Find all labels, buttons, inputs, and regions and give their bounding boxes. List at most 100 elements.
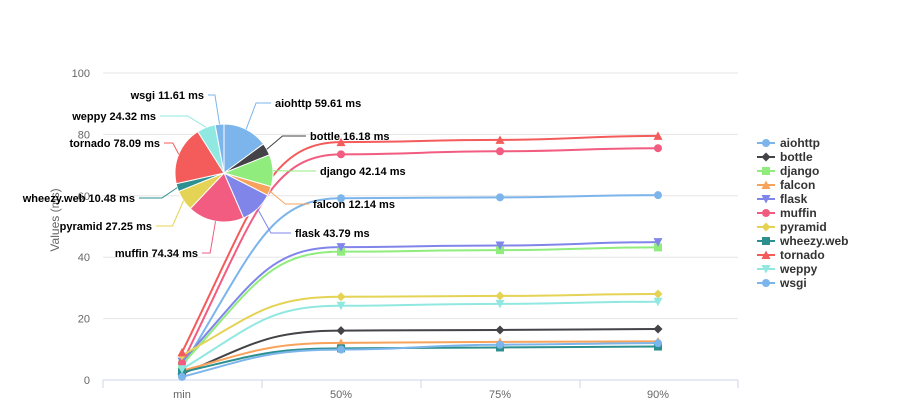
series-line-flask[interactable]	[181, 241, 659, 363]
legend-marker-tornado	[761, 250, 771, 259]
data-point-muffin[interactable]	[496, 147, 504, 156]
pie-connector	[257, 208, 291, 234]
legend-label: tornado	[780, 248, 825, 262]
legend-item-pyramid[interactable]: pyramid	[757, 220, 848, 234]
data-point-tornado[interactable]	[336, 137, 346, 147]
data-point-aiohttp[interactable]	[654, 191, 662, 200]
legend-marker-wsgi	[762, 279, 770, 287]
data-point-wsgi[interactable]	[178, 372, 186, 381]
legend-label: pyramid	[780, 220, 827, 234]
data-point-weppy[interactable]	[177, 365, 187, 374]
series-markers	[177, 131, 663, 381]
legend-item-tornado[interactable]: tornado	[757, 248, 848, 262]
legend-marker-django	[762, 167, 770, 175]
pie-data-label: bottle 16.18 ms	[310, 131, 389, 143]
data-point-django[interactable]	[654, 243, 662, 252]
x-tick-label: 75%	[489, 389, 511, 401]
data-point-flask[interactable]	[336, 243, 346, 252]
series-line-weppy[interactable]	[181, 300, 659, 371]
legend-label: wheezy.web	[780, 234, 849, 248]
legend-label: django	[780, 164, 820, 178]
data-point-muffin[interactable]	[654, 144, 662, 153]
data-point-weppy[interactable]	[336, 301, 346, 311]
data-point-weppy[interactable]	[653, 297, 663, 307]
legend-marker-muffin	[762, 209, 770, 217]
legend-marker-falcon	[761, 180, 771, 189]
pie-slice-wsgi[interactable]	[214, 123, 225, 174]
legend-marker-flask	[761, 195, 771, 204]
data-point-flask[interactable]	[495, 241, 505, 251]
legend-item-weppy[interactable]: weppy	[757, 262, 848, 276]
data-point-wsgi[interactable]	[337, 345, 345, 354]
series-line-django[interactable]	[181, 246, 659, 366]
legend-symbol	[757, 167, 775, 175]
legend-marker-weppy	[761, 265, 771, 274]
data-point-tornado[interactable]	[495, 135, 505, 144]
legend-item-aiohttp[interactable]: aiohttp	[757, 136, 848, 150]
y-tick-label: 60	[78, 191, 90, 203]
data-point-wsgi[interactable]	[496, 340, 504, 349]
data-point-django[interactable]	[337, 247, 345, 256]
data-point-weppy[interactable]	[495, 299, 505, 309]
pie-connector	[269, 190, 309, 205]
data-point-aiohttp[interactable]	[337, 194, 345, 203]
pie-connector	[156, 200, 184, 227]
data-point-bottle[interactable]	[495, 325, 505, 335]
legend-label: muffin	[780, 206, 817, 220]
legend: aiohttp bottle django falcon flask muffin pyra…	[757, 136, 848, 290]
series-line-wheezy.web[interactable]	[181, 345, 659, 374]
legend-item-django[interactable]: django	[757, 164, 848, 178]
x-tick-label: min	[173, 389, 191, 401]
data-point-wsgi[interactable]	[654, 339, 662, 348]
legend-symbol	[757, 139, 775, 147]
legend-item-wsgi[interactable]: wsgi	[757, 276, 848, 290]
pie-slice-tornado[interactable]	[174, 130, 225, 185]
series-line-falcon[interactable]	[181, 340, 659, 372]
pie-data-label: wheezy.web 10.48 ms	[22, 193, 135, 205]
y-tick-label: 80	[78, 129, 90, 141]
series-line-wsgi[interactable]	[181, 342, 659, 378]
data-point-bottle[interactable]	[336, 326, 346, 336]
pie-chart: aiohttp 59.61 ms bottle 16.18 ms django 42…	[22, 90, 406, 260]
legend-label: wsgi	[780, 276, 807, 290]
legend-label: falcon	[780, 178, 816, 192]
legend-label: bottle	[780, 150, 813, 164]
legend-item-flask[interactable]: flask	[757, 192, 848, 206]
data-point-pyramid[interactable]	[653, 289, 663, 299]
series-line-pyramid[interactable]	[181, 293, 659, 357]
legend-symbol	[757, 250, 775, 259]
data-point-muffin[interactable]	[178, 359, 186, 368]
pie-data-label: muffin 74.34 ms	[115, 248, 198, 260]
series-lines	[181, 134, 659, 378]
legend-item-muffin[interactable]: muffin	[757, 206, 848, 220]
data-point-django[interactable]	[496, 246, 504, 255]
data-point-pyramid[interactable]	[336, 292, 346, 302]
legend-marker-aiohttp	[762, 139, 770, 147]
legend-item-bottle[interactable]: bottle	[757, 150, 848, 164]
legend-symbol	[757, 237, 775, 245]
data-point-tornado[interactable]	[177, 347, 187, 357]
y-tick-label: 40	[78, 252, 90, 264]
legend-symbol	[757, 180, 775, 189]
y-axis: Values (ms) 0 20 40 60 80 100	[48, 68, 90, 387]
legend-item-falcon[interactable]: falcon	[757, 178, 848, 192]
x-tick-label: 90%	[647, 389, 669, 401]
series-line-aiohttp[interactable]	[181, 194, 659, 369]
data-point-tornado[interactable]	[653, 131, 663, 140]
data-point-flask[interactable]	[653, 238, 663, 247]
legend-symbol	[757, 279, 775, 287]
data-point-aiohttp[interactable]	[496, 193, 504, 202]
data-point-muffin[interactable]	[337, 150, 345, 159]
pie-data-label: django 42.14 ms	[320, 166, 406, 178]
legend-symbol	[757, 222, 775, 232]
series-line-muffin[interactable]	[181, 147, 659, 364]
legend-symbol	[757, 195, 775, 204]
data-point-bottle[interactable]	[653, 324, 663, 334]
legend-symbol	[757, 152, 775, 162]
data-point-pyramid[interactable]	[495, 291, 505, 301]
pie-data-label: wsgi 11.61 ms	[130, 90, 204, 102]
legend-item-wheezy.web[interactable]: wheezy.web	[757, 234, 848, 248]
series-line-bottle[interactable]	[181, 328, 659, 375]
y-tick-label: 100	[72, 68, 90, 80]
